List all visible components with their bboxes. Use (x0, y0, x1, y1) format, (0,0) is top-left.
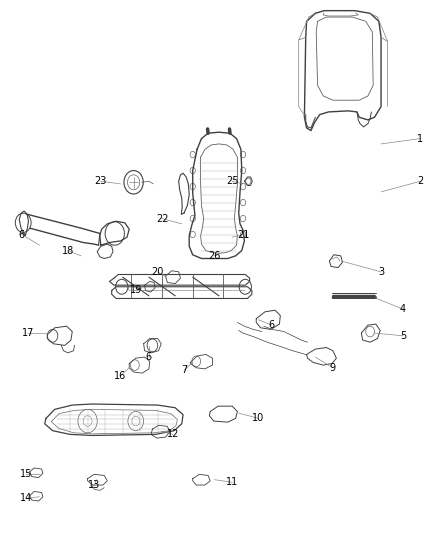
Text: 1: 1 (417, 134, 424, 143)
Text: 10: 10 (252, 414, 265, 423)
Text: 14: 14 (20, 494, 32, 503)
Text: 20: 20 (152, 267, 164, 277)
Text: 19: 19 (130, 286, 142, 295)
Text: 22: 22 (156, 214, 168, 223)
Text: 4: 4 (400, 304, 406, 314)
Text: 17: 17 (22, 328, 35, 338)
Text: 26: 26 (208, 251, 221, 261)
Text: 21: 21 (237, 230, 249, 239)
Text: 5: 5 (400, 331, 406, 341)
Text: 25: 25 (226, 176, 238, 186)
Text: 6: 6 (146, 352, 152, 362)
Text: 9: 9 (330, 363, 336, 373)
Text: 11: 11 (226, 478, 238, 487)
Text: 16: 16 (114, 371, 127, 381)
Text: 18: 18 (62, 246, 74, 255)
Text: 12: 12 (167, 430, 179, 439)
Text: 7: 7 (181, 366, 187, 375)
Text: 3: 3 (378, 267, 384, 277)
Text: 15: 15 (20, 470, 32, 479)
Text: 6: 6 (19, 230, 25, 239)
Text: 23: 23 (95, 176, 107, 186)
Text: 13: 13 (88, 480, 100, 490)
Text: 2: 2 (417, 176, 424, 186)
Text: 6: 6 (268, 320, 275, 330)
